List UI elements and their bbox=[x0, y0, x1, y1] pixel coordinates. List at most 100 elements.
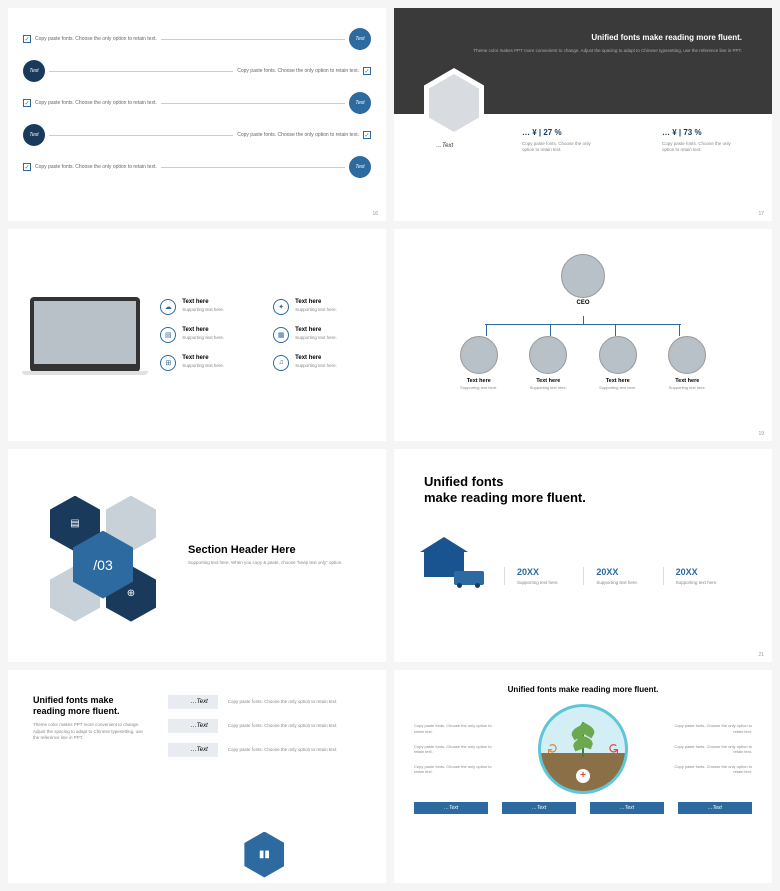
circle-label: Text bbox=[23, 124, 45, 146]
stat-value: … ¥ | 27 % bbox=[522, 128, 602, 137]
circle-label: Text bbox=[23, 60, 45, 82]
plant-illustration: ↻ ↺ + bbox=[538, 704, 628, 794]
slide2-subtitle: Theme color makes PPT more convenient to… bbox=[424, 48, 742, 54]
slide7-subtitle: Theme color makes PPT more convenient to… bbox=[33, 722, 148, 741]
slide-number: 19 bbox=[758, 431, 764, 437]
checkbox-icon: ✓ bbox=[23, 35, 31, 43]
org-sub: Supporting text here. bbox=[668, 385, 706, 390]
feature-sub: Supporting text here. bbox=[295, 363, 337, 368]
year-column: 20XX Supporting text here. bbox=[583, 567, 662, 585]
item-text: Copy paste fonts. Choose the only option… bbox=[228, 723, 361, 728]
feature-sub: Supporting text here. bbox=[295, 335, 337, 340]
timeline-row: ✓ Copy paste fonts. Choose the only opti… bbox=[23, 124, 371, 146]
feature-title: Text here bbox=[295, 299, 337, 305]
feature-sub: Supporting text here. bbox=[295, 307, 337, 312]
feature-item: ▦ Text here Supporting text here. bbox=[273, 327, 366, 343]
stat-text: Copy paste fonts. Choose the only option… bbox=[522, 141, 602, 153]
tab-label: …Text bbox=[678, 802, 752, 814]
slide-2: Unified fonts make reading more fluent. … bbox=[394, 8, 772, 221]
row-text: Copy paste fonts. Choose the only option… bbox=[35, 36, 157, 42]
hex-label: …Text bbox=[436, 143, 453, 149]
org-sub: Supporting text here. bbox=[460, 385, 498, 390]
text-box: …Text bbox=[168, 719, 218, 733]
feature-sub: Supporting text here. bbox=[182, 363, 224, 368]
timeline-row: ✓ Copy paste fonts. Choose the only opti… bbox=[23, 92, 371, 114]
text-box: …Text bbox=[168, 743, 218, 757]
org-avatar bbox=[529, 336, 567, 374]
feature-item: ☁ Text here Supporting text here. bbox=[160, 299, 253, 315]
slide-5: ▤ ⊕ /03 Section Header Here Supporting t… bbox=[8, 449, 386, 662]
checkbox-icon: ✓ bbox=[23, 163, 31, 171]
ceo-avatar bbox=[561, 254, 605, 298]
circle-label: Text bbox=[349, 92, 371, 114]
stat-value: … ¥ | 73 % bbox=[662, 128, 742, 137]
circle-label: Text bbox=[349, 156, 371, 178]
slide-7: Unified fonts make reading more fluent. … bbox=[8, 670, 386, 883]
year-sub: Supporting text here. bbox=[596, 580, 662, 585]
feature-title: Text here bbox=[182, 299, 224, 305]
timeline-row: ✓ Copy paste fonts. Choose the only opti… bbox=[23, 28, 371, 50]
side-text: Copy paste fonts. Choose the only option… bbox=[668, 723, 753, 733]
feature-icon: ⊞ bbox=[160, 355, 176, 371]
item-text: Copy paste fonts. Choose the only option… bbox=[228, 747, 361, 752]
slide-1: ✓ Copy paste fonts. Choose the only opti… bbox=[8, 8, 386, 221]
feature-item: ▤ Text here Supporting text here. bbox=[160, 327, 253, 343]
feature-title: Text here bbox=[182, 327, 224, 333]
year-sub: Supporting text here. bbox=[676, 580, 742, 585]
year-column: 20XX Supporting text here. bbox=[663, 567, 742, 585]
org-child: Text here Supporting text here. bbox=[599, 336, 637, 390]
year-sub: Supporting text here. bbox=[517, 580, 583, 585]
house-truck-icon bbox=[424, 535, 484, 585]
stats-hex-icon: ▮▮ bbox=[244, 832, 284, 878]
org-sub: Supporting text here. bbox=[529, 385, 567, 390]
side-text: Copy paste fonts. Choose the only option… bbox=[668, 744, 753, 754]
row-text: Copy paste fonts. Choose the only option… bbox=[35, 100, 157, 106]
year-column: 20XX Supporting text here. bbox=[504, 567, 583, 585]
ceo-label: CEO bbox=[424, 300, 742, 306]
checkbox-icon: ✓ bbox=[363, 67, 371, 75]
row-text: Copy paste fonts. Choose the only option… bbox=[237, 68, 359, 74]
bracket-item: …Text Copy paste fonts. Choose the only … bbox=[168, 743, 361, 757]
side-text: Copy paste fonts. Choose the only option… bbox=[414, 723, 499, 733]
feature-icon: ▤ bbox=[160, 327, 176, 343]
tab-label: …Text bbox=[414, 802, 488, 814]
slide2-title: Unified fonts make reading more fluent. bbox=[424, 33, 742, 42]
checkbox-icon: ✓ bbox=[363, 131, 371, 139]
item-text: Copy paste fonts. Choose the only option… bbox=[228, 699, 361, 704]
row-text: Copy paste fonts. Choose the only option… bbox=[237, 132, 359, 138]
stat-block: … ¥ | 27 % Copy paste fonts. Choose the … bbox=[522, 128, 602, 153]
text-box: …Text bbox=[168, 695, 218, 709]
org-avatar bbox=[460, 336, 498, 374]
org-avatar bbox=[599, 336, 637, 374]
feature-icon: ▦ bbox=[273, 327, 289, 343]
org-sub: Supporting text here. bbox=[599, 385, 637, 390]
org-title: Text here bbox=[460, 378, 498, 384]
tab-label: …Text bbox=[590, 802, 664, 814]
arrow-right-icon: ↺ bbox=[605, 743, 622, 755]
section-subtitle: Supporting text here. When you copy & pa… bbox=[188, 560, 343, 566]
org-connector bbox=[454, 316, 712, 336]
slide6-title: Unified fontsmake reading more fluent. bbox=[424, 474, 742, 505]
checkbox-icon: ✓ bbox=[23, 99, 31, 107]
section-title: Section Header Here bbox=[188, 544, 343, 556]
slide8-title: Unified fonts make reading more fluent. bbox=[414, 685, 752, 694]
org-child: Text here Supporting text here. bbox=[529, 336, 567, 390]
feature-icon: ♫ bbox=[273, 355, 289, 371]
slide-grid: ✓ Copy paste fonts. Choose the only opti… bbox=[0, 0, 780, 891]
org-title: Text here bbox=[529, 378, 567, 384]
slide-3: ☁ Text here Supporting text here. ✦ Text … bbox=[8, 229, 386, 442]
org-child: Text here Supporting text here. bbox=[460, 336, 498, 390]
feature-item: ♫ Text here Supporting text here. bbox=[273, 355, 366, 371]
stat-text: Copy paste fonts. Choose the only option… bbox=[662, 141, 742, 153]
plus-icon: + bbox=[576, 769, 590, 783]
feature-item: ✦ Text here Supporting text here. bbox=[273, 299, 366, 315]
stat-block: … ¥ | 73 % Copy paste fonts. Choose the … bbox=[662, 128, 742, 153]
org-title: Text here bbox=[599, 378, 637, 384]
slide-number: 17 bbox=[758, 211, 764, 217]
side-text: Copy paste fonts. Choose the only option… bbox=[668, 764, 753, 774]
feature-title: Text here bbox=[182, 355, 224, 361]
feature-item: ⊞ Text here Supporting text here. bbox=[160, 355, 253, 371]
timeline-row: ✓ Copy paste fonts. Choose the only opti… bbox=[23, 156, 371, 178]
hex-cluster: ▤ ⊕ /03 bbox=[38, 491, 168, 621]
arrow-left-icon: ↻ bbox=[544, 743, 561, 755]
